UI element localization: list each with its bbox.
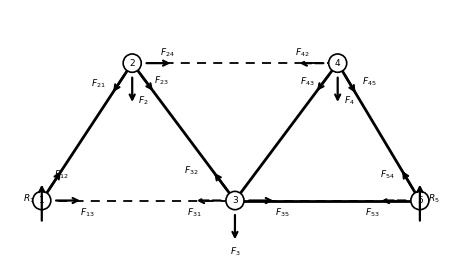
Text: $F_{35}$: $F_{35}$ bbox=[275, 207, 290, 219]
Text: $F_{53}$: $F_{53}$ bbox=[365, 207, 380, 219]
Text: $R_1$: $R_1$ bbox=[23, 192, 35, 205]
Text: $F_{45}$: $F_{45}$ bbox=[363, 76, 377, 88]
Circle shape bbox=[123, 54, 141, 72]
Text: $R_5$: $R_5$ bbox=[428, 192, 440, 205]
Circle shape bbox=[411, 191, 429, 210]
Text: 3: 3 bbox=[232, 196, 238, 205]
Text: $F_{13}$: $F_{13}$ bbox=[80, 207, 94, 219]
Circle shape bbox=[328, 54, 346, 72]
Text: $F_{32}$: $F_{32}$ bbox=[184, 164, 199, 177]
Text: $F_{12}$: $F_{12}$ bbox=[54, 168, 69, 181]
Text: $F_{24}$: $F_{24}$ bbox=[160, 47, 174, 59]
Circle shape bbox=[226, 191, 244, 210]
Text: 4: 4 bbox=[335, 59, 340, 68]
Text: 2: 2 bbox=[129, 59, 135, 68]
Circle shape bbox=[33, 191, 51, 210]
Text: $F_{31}$: $F_{31}$ bbox=[186, 207, 201, 219]
Text: $F_4$: $F_4$ bbox=[344, 94, 355, 107]
Text: 1: 1 bbox=[39, 196, 45, 205]
Text: $F_{43}$: $F_{43}$ bbox=[300, 76, 314, 88]
Text: $F_{42}$: $F_{42}$ bbox=[295, 47, 310, 59]
Text: $F_2$: $F_2$ bbox=[138, 94, 149, 107]
Text: $F_{23}$: $F_{23}$ bbox=[155, 74, 169, 87]
Text: $F_{54}$: $F_{54}$ bbox=[380, 168, 394, 181]
Text: $F_{21}$: $F_{21}$ bbox=[91, 78, 106, 90]
Text: $F_3$: $F_3$ bbox=[229, 245, 240, 258]
Text: 5: 5 bbox=[417, 196, 423, 205]
